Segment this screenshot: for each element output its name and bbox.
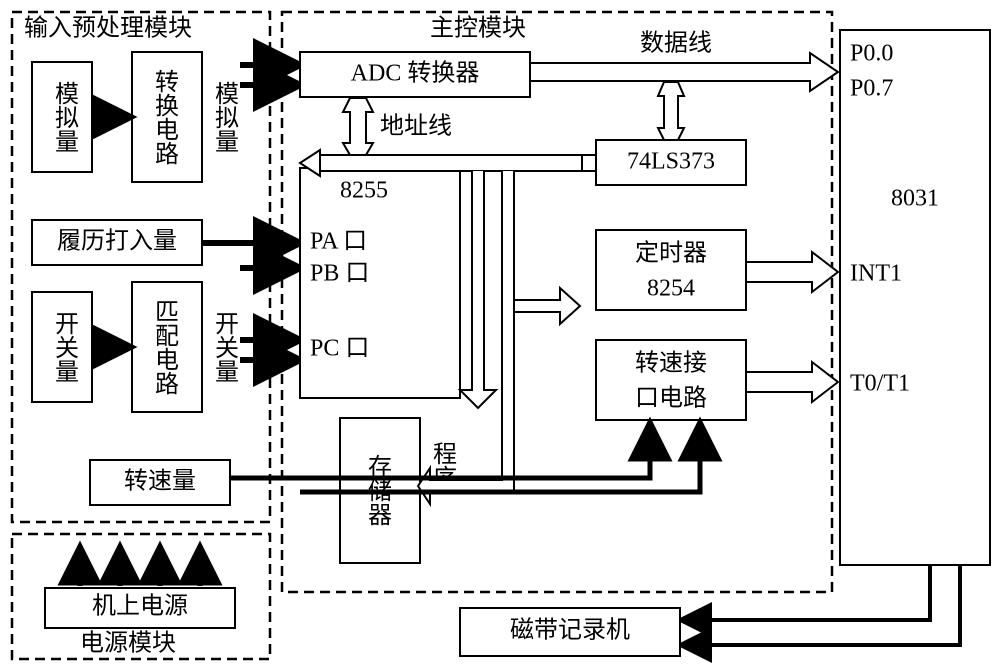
title-power: 电源模块 — [80, 630, 176, 657]
bus-addr-line — [306, 155, 582, 171]
label-speedif-l2: 口电路 — [635, 385, 707, 412]
label-74ls373: 74LS373 — [627, 149, 715, 175]
label-p00: P0.0 — [850, 41, 893, 67]
label-speedif-l1: 转速接 — [635, 350, 707, 377]
label-conv-circuit: 转换电路 — [150, 69, 178, 165]
label-8255: 8255 — [340, 178, 388, 204]
label-pc: PC 口 — [310, 336, 369, 362]
label-tape-recorder: 磁带记录机 — [510, 617, 630, 644]
label-analog-qty: 模拟量 — [50, 81, 78, 153]
label-conv-out: 模拟量 — [210, 81, 238, 153]
label-match-out: 开关量 — [210, 311, 237, 383]
bus-adc-addr — [343, 98, 373, 155]
label-8031: 8031 — [891, 186, 939, 212]
label-match-circuit: 匹配电路 — [150, 299, 178, 395]
label-speed-qty: 转速量 — [124, 468, 196, 495]
block-mcu-8031 — [840, 30, 990, 565]
title-main-ctrl: 主控模块 — [430, 15, 526, 42]
bus-timer-to-int1 — [746, 252, 838, 292]
label-switch-qty: 开关量 — [50, 311, 77, 383]
label-timer-l2: 8254 — [647, 276, 695, 302]
bus-74ls373-data — [658, 82, 684, 140]
arrow-mcu-to-tape-2 — [682, 565, 960, 645]
title-input-preproc: 输入预处理模块 — [24, 15, 192, 42]
label-p07: P0.7 — [850, 76, 893, 102]
label-int1: INT1 — [850, 261, 902, 287]
label-timer-l1: 定时器 — [635, 240, 707, 267]
label-t0t1: T0/T1 — [850, 371, 910, 397]
label-history-input: 履历打入量 — [57, 228, 177, 255]
label-adc: ADC 转换器 — [351, 60, 480, 87]
bus-data-line — [530, 53, 838, 91]
label-pa: PA 口 — [310, 229, 367, 255]
label-addr-line: 地址线 — [380, 113, 452, 140]
label-data-line: 数据线 — [640, 30, 712, 57]
bus-speedif-to-t0t1 — [746, 362, 838, 402]
label-onboard-power: 机上电源 — [92, 593, 188, 620]
label-pb: PB 口 — [310, 261, 369, 287]
